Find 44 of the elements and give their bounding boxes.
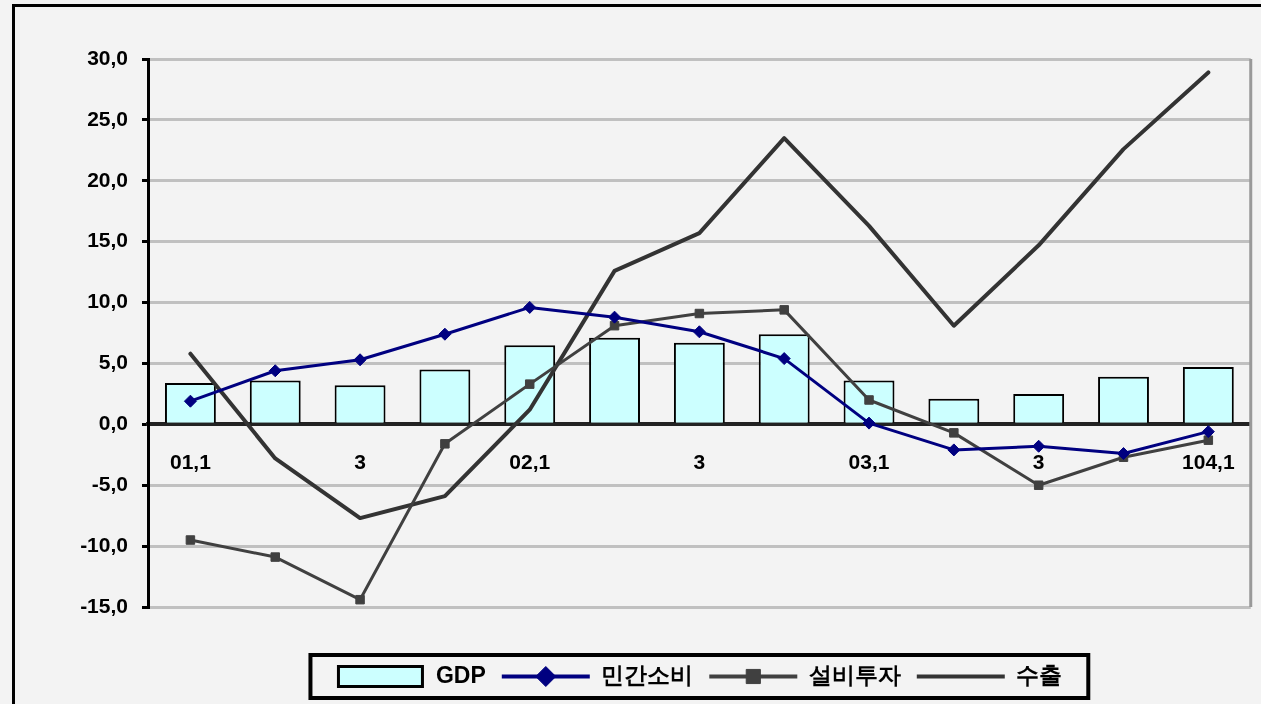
legend-label: GDP (435, 661, 486, 688)
legend-label: 설비투자 (808, 661, 901, 688)
x-tick-label: 3 (1032, 449, 1045, 473)
y-tick-label: 5,0 (98, 350, 128, 374)
y-tick-label: 20,0 (87, 167, 128, 191)
point (779, 305, 789, 315)
point (862, 416, 876, 430)
point (1032, 439, 1046, 453)
point (947, 443, 961, 457)
y-tick-label: -10,0 (80, 532, 128, 556)
y-tick-label: -5,0 (91, 472, 128, 496)
point (1117, 447, 1130, 461)
y-tick-label: -15,0 (80, 593, 128, 617)
point (355, 594, 365, 605)
legend-label: 민간소비 (601, 661, 694, 688)
y-tick-label: 25,0 (87, 106, 128, 130)
x-tick-label: 03,1 (848, 449, 890, 473)
x-tick-label: 02,1 (509, 449, 551, 473)
x-tick-label: 104,1 (1182, 449, 1235, 473)
point (864, 395, 874, 405)
y-tick-label: 10,0 (87, 289, 128, 313)
point (523, 300, 537, 314)
x-tick-label: 3 (693, 449, 706, 473)
point (270, 552, 280, 562)
point (185, 535, 196, 545)
point (438, 327, 452, 341)
point (694, 308, 705, 319)
point (268, 364, 282, 378)
point (524, 379, 535, 389)
point (1033, 480, 1044, 490)
point (777, 352, 791, 366)
y-tick-label: 30,0 (87, 45, 128, 69)
x-tick-label: 01,1 (169, 449, 212, 473)
x-tick-label: 3 (354, 449, 366, 473)
point (949, 428, 959, 438)
point (353, 353, 367, 367)
point (1201, 425, 1215, 439)
y-tick-label: 0,0 (98, 411, 128, 435)
y-tick-label: 15,0 (87, 228, 128, 252)
legend-label: 수출 (1016, 661, 1063, 688)
point (692, 325, 706, 339)
point (440, 439, 450, 449)
point (1203, 435, 1214, 445)
point (608, 310, 622, 324)
